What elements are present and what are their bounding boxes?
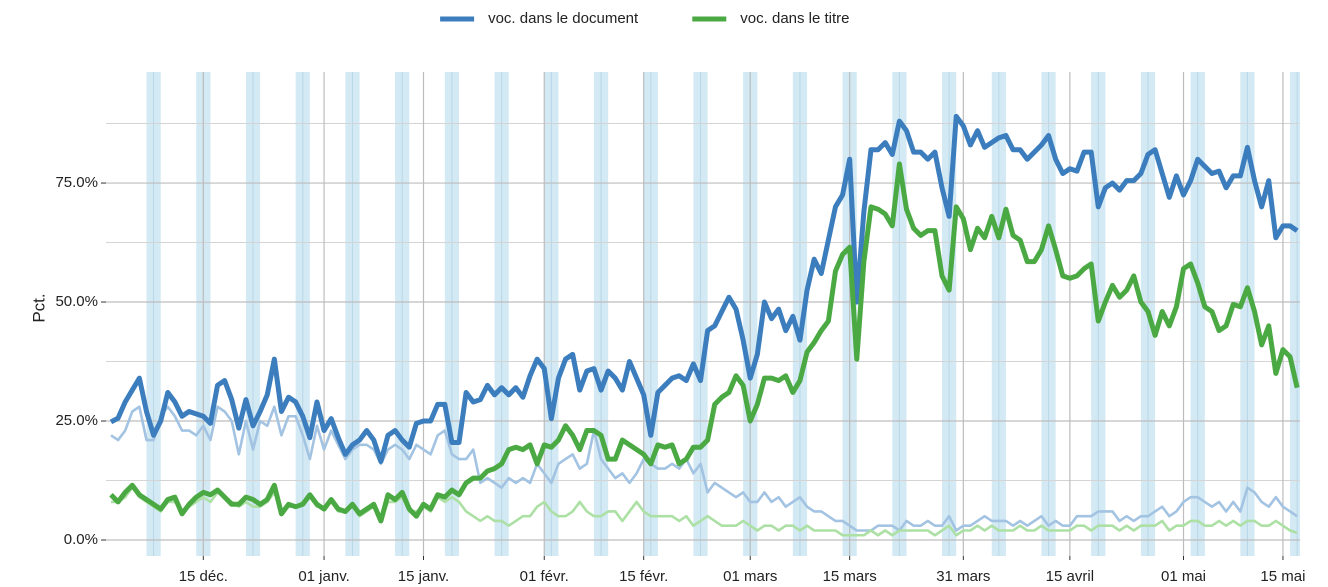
plot-area <box>106 72 1300 556</box>
x-tick-label: 15 févr. <box>619 568 668 585</box>
x-tick-label: 01 janv. <box>298 568 349 585</box>
x-tick-label: 31 mars <box>936 568 990 585</box>
x-tick-label: 15 déc. <box>179 568 228 585</box>
x-tick-label: 15 avril <box>1046 568 1094 585</box>
y-tick-label: 50.0% <box>55 293 98 310</box>
y-tick-label: 0.0% <box>64 531 98 548</box>
x-tick-label: 01 mars <box>723 568 777 585</box>
shaded-band <box>1290 72 1300 556</box>
legend-label: voc. dans le document <box>488 10 639 27</box>
x-tick-label: 15 mars <box>823 568 877 585</box>
legend-label: voc. dans le titre <box>740 10 849 27</box>
x-tick-label: 01 févr. <box>520 568 569 585</box>
y-axis-title: Pct. <box>29 293 48 322</box>
series-line <box>109 113 1299 464</box>
y-tick-label: 25.0% <box>55 412 98 429</box>
x-tick-label: 15 janv. <box>398 568 449 585</box>
series-line <box>109 161 1300 524</box>
axes: 0.0% 25.0% 50.0% 75.0% 15 déc. 01 janv. 15 jan… <box>55 10 1305 585</box>
x-tick-label: 01 mai <box>1161 568 1206 585</box>
y-tick-label: 75.0% <box>55 174 98 191</box>
x-tick-label: 15 mai <box>1260 568 1305 585</box>
background-line <box>110 405 1298 532</box>
